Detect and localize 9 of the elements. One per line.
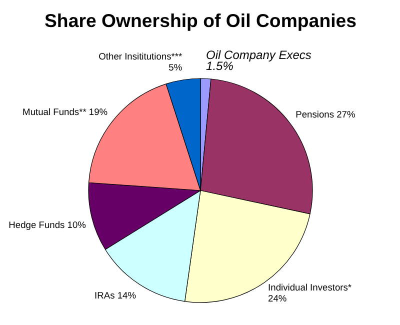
slice-label: Mutual Funds** 19% bbox=[22, 106, 108, 117]
chart-title: Share Ownership of Oil Companies bbox=[44, 10, 357, 31]
slice-label: Pensions 27% bbox=[296, 110, 356, 120]
data-label: 24% bbox=[268, 294, 287, 304]
slice-label: Other Insititutions*** bbox=[98, 51, 182, 62]
slice-label: IRAs 14% bbox=[94, 290, 136, 300]
slice-label: Individual Investors* bbox=[268, 282, 352, 293]
slice-label: Hedge Funds 10% bbox=[8, 220, 86, 230]
data-label: 5% bbox=[168, 62, 182, 72]
